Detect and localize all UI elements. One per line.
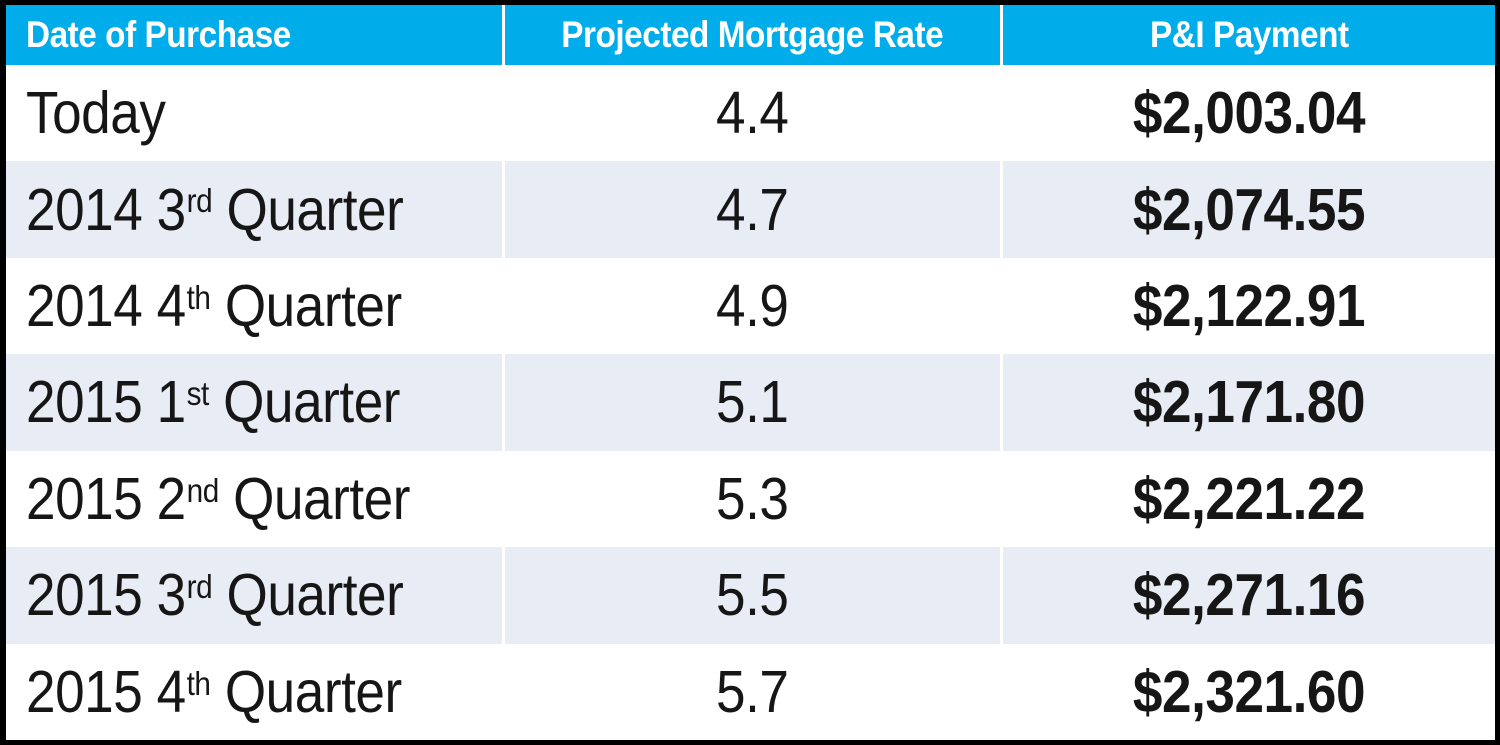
date-cell: 2014 3rd Quarter — [6, 161, 502, 258]
date-value: 2015 4th Quarter — [26, 658, 402, 725]
payment-cell: $2,221.22 — [1000, 450, 1495, 548]
rate-cell: 5.1 — [502, 354, 1000, 451]
payment-cell: $2,171.80 — [1000, 354, 1495, 451]
date-value: 2014 4th Quarter — [26, 273, 402, 340]
header-label-pi-payment: P&I Payment — [1149, 14, 1349, 55]
rate-value: 5.1 — [716, 369, 789, 436]
payment-value: $2,271.16 — [1132, 562, 1366, 629]
rate-value: 4.9 — [716, 273, 789, 340]
date-cell: 2015 4th Quarter — [6, 643, 502, 740]
payment-cell: $2,321.60 — [1000, 643, 1495, 740]
date-value: 2015 1st Quarter — [26, 369, 401, 436]
header-label-projected-mortgage-rate: Projected Mortgage Rate — [561, 14, 944, 55]
date-cell: 2015 2nd Quarter — [6, 450, 502, 548]
table-row-2015-q4: 2015 4th Quarter 5.7 $2,321.60 — [6, 643, 1495, 740]
date-cell: 2015 3rd Quarter — [6, 547, 502, 644]
rate-cell: 5.3 — [502, 450, 1000, 548]
table-row-2015-q1: 2015 1st Quarter 5.1 $2,171.80 — [6, 354, 1495, 451]
rate-cell: 4.4 — [502, 65, 1000, 162]
rate-cell: 4.7 — [502, 161, 1000, 258]
payment-value: $2,171.80 — [1132, 369, 1366, 436]
rate-cell: 4.9 — [502, 257, 1000, 355]
date-cell: 2014 4th Quarter — [6, 257, 502, 355]
payment-cell: $2,074.55 — [1000, 161, 1495, 258]
table-row-today: Today 4.4 $2,003.04 — [6, 65, 1495, 162]
table-row-2015-q3: 2015 3rd Quarter 5.5 $2,271.16 — [6, 547, 1495, 644]
payment-cell: $2,271.16 — [1000, 547, 1495, 644]
rate-cell: 5.5 — [502, 547, 1000, 644]
date-value: 2015 2nd Quarter — [26, 465, 410, 532]
rate-value: 5.5 — [716, 562, 789, 629]
payment-value: $2,221.22 — [1132, 465, 1366, 532]
payment-value: $2,122.91 — [1132, 273, 1366, 340]
header-label-date-of-purchase: Date of Purchase — [26, 14, 291, 55]
header-cell-date-of-purchase: Date of Purchase — [6, 5, 502, 65]
date-value: 2014 3rd Quarter — [26, 176, 404, 243]
rate-value: 5.7 — [716, 658, 789, 725]
payment-value: $2,074.55 — [1132, 176, 1366, 243]
rate-value: 5.3 — [716, 465, 789, 532]
rate-cell: 5.7 — [502, 643, 1000, 740]
date-cell: Today — [6, 65, 502, 162]
header-cell-projected-mortgage-rate: Projected Mortgage Rate — [502, 5, 1000, 65]
table-row-2014-q3: 2014 3rd Quarter 4.7 $2,074.55 — [6, 161, 1495, 258]
date-value: Today — [26, 80, 166, 147]
payment-cell: $2,122.91 — [1000, 257, 1495, 355]
header-cell-pi-payment: P&I Payment — [1000, 5, 1495, 65]
rate-value: 4.4 — [716, 80, 789, 147]
table-row-2015-q2: 2015 2nd Quarter 5.3 $2,221.22 — [6, 450, 1495, 548]
payment-cell: $2,003.04 — [1000, 65, 1495, 162]
table-row-2014-q4: 2014 4th Quarter 4.9 $2,122.91 — [6, 257, 1495, 355]
payment-value: $2,321.60 — [1132, 658, 1366, 725]
table-header-row: Date of Purchase Projected Mortgage Rate… — [6, 5, 1495, 65]
payment-value: $2,003.04 — [1132, 80, 1366, 147]
date-cell: 2015 1st Quarter — [6, 354, 502, 451]
rate-value: 4.7 — [716, 176, 789, 243]
date-value: 2015 3rd Quarter — [26, 562, 404, 629]
